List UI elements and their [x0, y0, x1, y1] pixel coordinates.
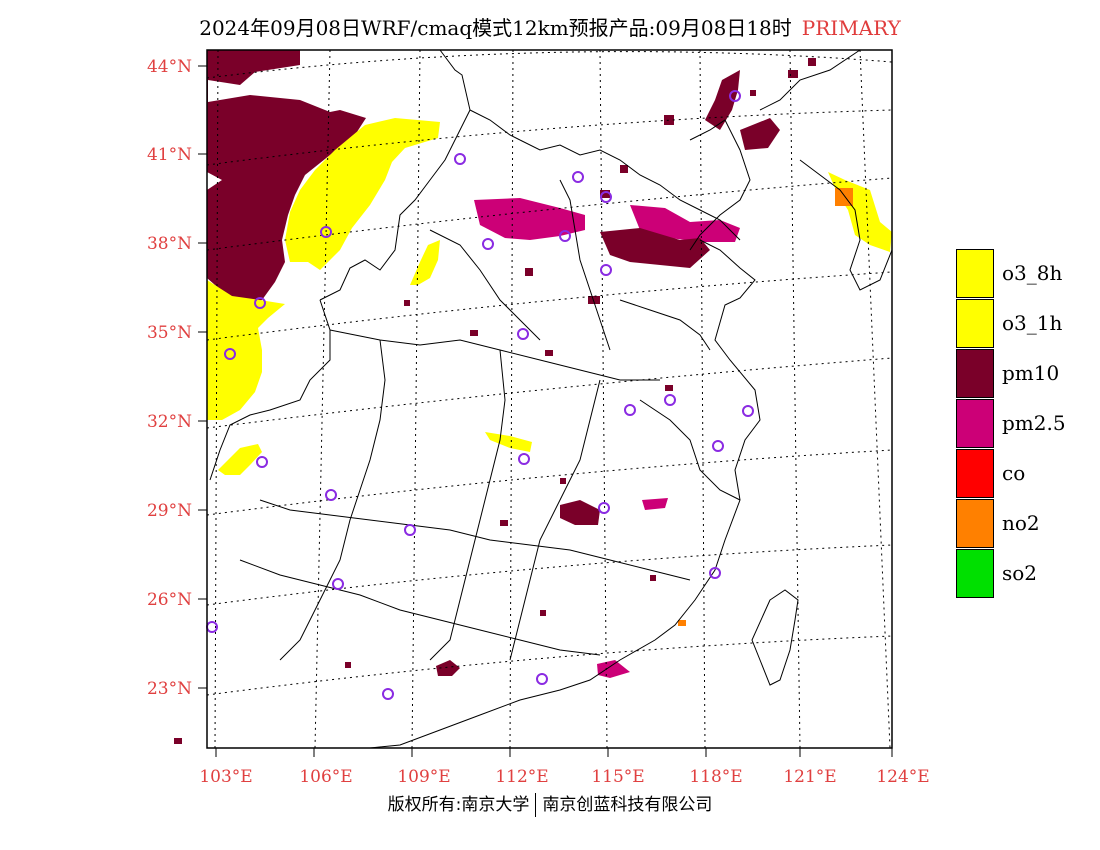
lat-label-32: 32°N [147, 412, 192, 432]
copyright-separator [535, 793, 537, 817]
graticule [206, 49, 893, 749]
lon-label-106: 106°E [299, 767, 352, 787]
legend-label: o3_1h [1002, 311, 1063, 335]
legend-label: pm10 [1002, 361, 1060, 385]
o3-area-hubei [485, 432, 532, 452]
pm10-area-liaoning [740, 118, 780, 150]
lat-label-26: 26°N [147, 590, 192, 610]
city-markers [206, 90, 754, 700]
legend-item-o3-1h: o3_1h [956, 299, 1096, 349]
coastline-borders [209, 49, 893, 749]
longitude-labels: 103°E 106°E 109°E 112°E 115°E 118°E 121°… [199, 767, 929, 787]
pm10-scatter-spots [174, 58, 816, 744]
lat-label-23: 23°N [147, 679, 192, 699]
o3-area-west [207, 280, 285, 420]
lon-label-112: 112°E [495, 767, 548, 787]
legend-label: so2 [1002, 561, 1038, 585]
copyright-right: 南京创蓝科技有限公司 [542, 795, 713, 815]
o3-area-sichuan [218, 444, 262, 475]
legend-label: o3_8h [1002, 261, 1063, 285]
legend-item-pm10: pm10 [956, 349, 1096, 399]
o3-area-shanxi [410, 240, 440, 285]
copyright-left: 版权所有:南京大学 [387, 795, 530, 815]
lat-label-29: 29°N [147, 501, 192, 521]
o3-area-inner-mongolia [285, 118, 440, 270]
lon-label-103: 103°E [199, 767, 252, 787]
lat-label-44: 44°N [147, 57, 192, 77]
legend-label: no2 [1002, 511, 1040, 535]
pm25-area-guangdong [597, 660, 630, 678]
legend-item-o3-8h: o3_8h [956, 249, 1096, 299]
pm10-area-guangxi [436, 660, 460, 676]
pm10-area-north-china [600, 228, 710, 268]
map-frame [206, 49, 893, 749]
no2-spot-fujian [678, 620, 686, 626]
lon-label-118: 118°E [689, 767, 742, 787]
pollutant-overlay [174, 50, 892, 744]
pm10-area-northeast [705, 70, 740, 130]
legend-swatch [956, 449, 994, 498]
legend-label: pm2.5 [1002, 411, 1066, 435]
pm25-area-hebei [630, 205, 740, 242]
copyright-footer: 版权所有:南京大学 南京创蓝科技有限公司 [0, 790, 1100, 817]
legend-item-so2: so2 [956, 549, 1096, 599]
lon-label-109: 109°E [397, 767, 450, 787]
legend-swatch [956, 549, 994, 598]
title-main: 2024年09月08日WRF/cmaq模式12km预报产品:09月08日18时 [199, 16, 792, 40]
pollutant-legend: o3_8h o3_1h pm10 pm2.5 co no2 so2 [956, 249, 1096, 599]
legend-swatch [956, 499, 994, 548]
lon-label-115: 115°E [591, 767, 644, 787]
map-title: 2024年09月08日WRF/cmaq模式12km预报产品:09月08日18时 P… [0, 12, 1100, 41]
pm10-area-shandong [560, 500, 600, 525]
legend-item-pm25: pm2.5 [956, 399, 1096, 449]
pm25-area-jiangxi [642, 498, 668, 510]
axis-ticks [198, 65, 893, 757]
legend-item-no2: no2 [956, 499, 1096, 549]
legend-swatch [956, 399, 994, 448]
latitude-labels: 44°N 41°N 38°N 35°N 32°N 29°N 26°N 23°N [147, 57, 192, 699]
lat-label-35: 35°N [147, 323, 192, 343]
legend-swatch [956, 249, 994, 298]
pm25-area-north-belt [474, 198, 585, 240]
lat-label-41: 41°N [147, 145, 192, 165]
title-primary-tag: PRIMARY [801, 16, 901, 40]
legend-swatch [956, 299, 994, 348]
lat-label-38: 38°N [147, 234, 192, 254]
pm10-area-northwest [207, 50, 366, 306]
legend-swatch [956, 349, 994, 398]
legend-label: co [1002, 461, 1026, 485]
lon-label-124: 124°E [876, 767, 929, 787]
lon-label-121: 121°E [783, 767, 836, 787]
legend-item-co: co [956, 449, 1096, 499]
